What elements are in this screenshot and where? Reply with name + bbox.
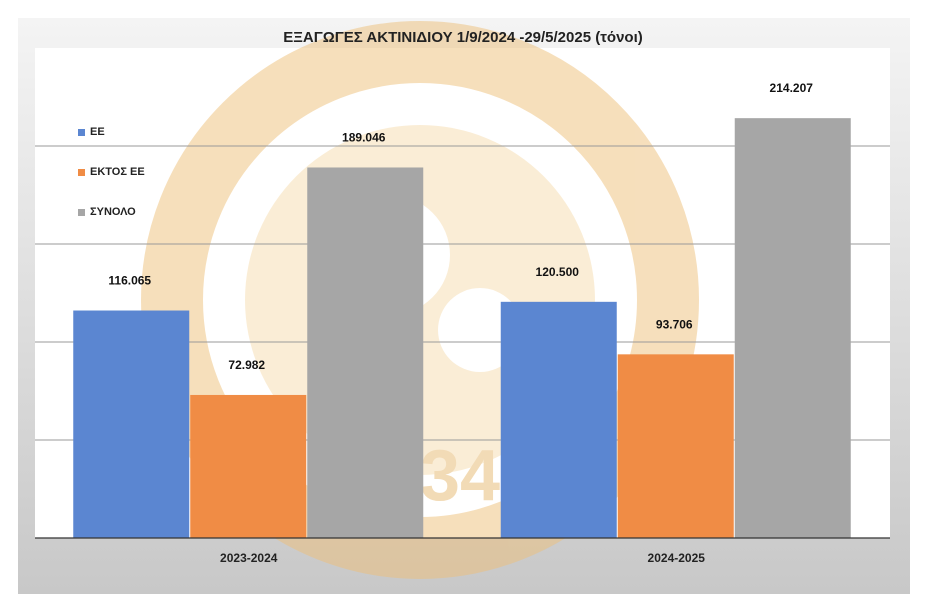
bar-2023-2024-0 xyxy=(73,310,190,538)
data-label: 72.982 xyxy=(228,358,265,372)
bars xyxy=(73,118,851,538)
data-label: 116.065 xyxy=(108,274,151,288)
legend-item-synolo: ΣΥΝΟΛΟ xyxy=(78,206,136,218)
category-labels: 2023-2024 2024-2025 xyxy=(220,551,705,565)
data-labels: 116.065 72.982 189.046 120.500 93.706 214.207 xyxy=(108,81,813,372)
data-label: 189.046 xyxy=(342,130,386,144)
legend-item-ee: ΕΕ xyxy=(78,126,105,138)
legend-swatch-ee xyxy=(78,128,85,136)
legend-item-ektos-ee: ΕΚΤΟΣ ΕΕ xyxy=(78,166,145,178)
category-label: 2024-2025 xyxy=(648,551,706,565)
data-label: 120.500 xyxy=(536,265,580,279)
chart-title: ΕΞΑΓΩΓΕΣ ΑΚΤΙΝΙΔΙΟΥ 1/9/2024 -29/5/2025 … xyxy=(283,29,643,46)
legend-swatch-synolo xyxy=(78,208,85,216)
legend-swatch-ektos-ee xyxy=(78,168,85,176)
legend-label-synolo: ΣΥΝΟΛΟ xyxy=(90,206,136,218)
bar-2023-2024-1 xyxy=(190,394,307,538)
legend-label-ee: ΕΕ xyxy=(90,126,105,138)
bar-2023-2024-2 xyxy=(307,167,424,538)
data-label: 214.207 xyxy=(770,81,814,95)
category-label: 2023-2024 xyxy=(220,551,278,565)
bar-2024-2025-0 xyxy=(500,301,617,538)
legend-label-ektos-ee: ΕΚΤΟΣ ΕΕ xyxy=(90,166,145,178)
bar-2024-2025-1 xyxy=(617,354,734,538)
bar-2024-2025-2 xyxy=(734,118,851,538)
data-label: 93.706 xyxy=(656,317,693,331)
